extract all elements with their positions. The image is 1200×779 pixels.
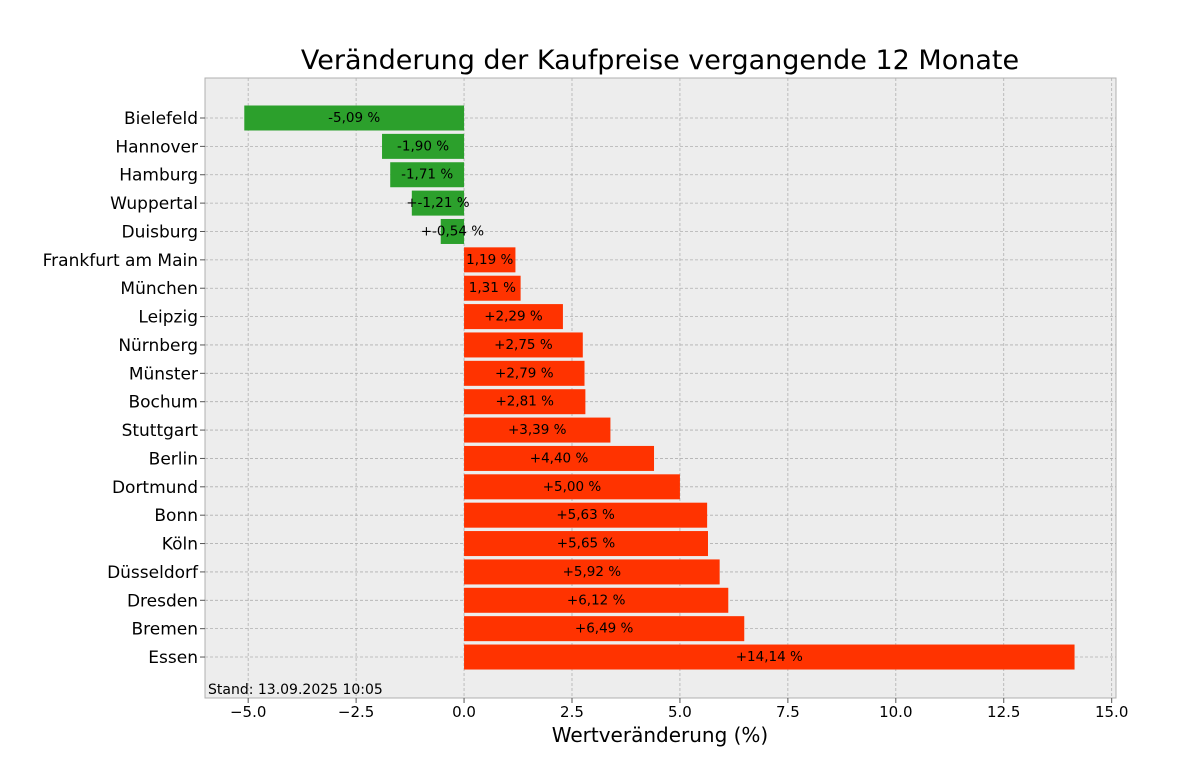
x-tick-label: 5.0 [668,703,692,721]
y-tick-label: Münster [129,364,198,384]
x-tick-label: −5.0 [230,703,266,721]
x-axis-label: Wertveränderung (%) [552,723,769,747]
y-tick-label: Bremen [131,620,198,640]
value-label: -5,09 % [328,110,380,126]
value-label-layer: -5,09 % -1,90 % -1,71 % +-1,21 % +-0,54 % 1,1… [328,110,803,665]
x-tick-label: 7.5 [776,703,800,721]
bar [464,275,521,301]
y-tick-label: Leipzig [138,308,198,328]
value-label: +2,79 % [495,365,554,381]
y-tick-label: Bielefeld [124,109,198,129]
bar [464,531,708,557]
bar [464,417,611,443]
bar [464,644,1075,670]
x-tick-label: 0.0 [452,703,476,721]
y-tick-label: Dortmund [112,478,198,498]
x-tick-label: −2.5 [338,703,374,721]
bar-layer [244,105,1075,670]
y-tick-label: Berlin [149,449,198,469]
bar [440,218,465,244]
y-tick-label: Bonn [154,506,198,526]
x-tick-label: 12.5 [987,703,1020,721]
y-tick-label: Dresden [127,591,198,611]
value-label: -1,90 % [397,138,449,154]
value-label: +5,63 % [556,507,615,523]
y-tick-label: Frankfurt am Main [43,251,198,271]
value-label: +-0,54 % [421,223,485,239]
y-tick-label: Essen [148,648,198,668]
bar [390,162,465,188]
annotation-text: Stand: 13.09.2025 10:05 [208,682,383,698]
y-tick-label: München [120,279,198,299]
bar [244,105,465,131]
x-tick-label: 10.0 [879,703,912,721]
bar [411,190,465,216]
value-label: +6,12 % [567,592,626,608]
x-tick-label: 2.5 [560,703,584,721]
bar [464,474,680,500]
value-label: 1,19 % [466,252,513,268]
value-label: +3,39 % [508,422,567,438]
y-tick-label: Duisburg [122,222,199,242]
y-tick-label: Köln [162,535,198,555]
bar [464,247,516,273]
value-label: 1,31 % [469,280,516,296]
value-label: -1,71 % [401,167,453,183]
value-label: +14,14 % [736,649,803,665]
y-tick-label: Hamburg [119,166,198,186]
value-label: +-1,21 % [406,195,470,211]
bar [464,389,586,415]
value-label: +5,65 % [557,536,616,552]
y-tick-label: Düsseldorf [107,563,199,583]
bar [464,587,729,613]
x-tick-label: 15.0 [1095,703,1128,721]
y-tick-label: Hannover [115,137,198,157]
bar [382,133,465,159]
value-label: +5,92 % [563,564,622,580]
value-label: +6,49 % [575,621,634,637]
value-label: +2,75 % [494,337,553,353]
bar [464,304,563,330]
chart-title: Veränderung der Kaufpreise vergangende 1… [301,45,1019,76]
tick-layer: −5.0 −2.5 0.0 2.5 5.0 7.5 10.0 12.5 15.0 Bielefel… [43,109,1129,721]
y-tick-label: Stuttgart [122,421,199,441]
y-tick-label: Wuppertal [110,194,198,214]
bar [464,445,655,471]
value-label: +2,81 % [495,394,554,410]
bar [464,502,708,528]
y-tick-label: Bochum [128,393,198,413]
y-tick-label: Nürnberg [118,336,198,356]
bar [464,616,745,642]
bar [464,559,720,585]
value-label: +5,00 % [543,479,602,495]
bar [464,360,585,386]
value-label: +4,40 % [530,450,589,466]
value-label: +2,29 % [484,309,543,325]
bar [464,332,583,358]
